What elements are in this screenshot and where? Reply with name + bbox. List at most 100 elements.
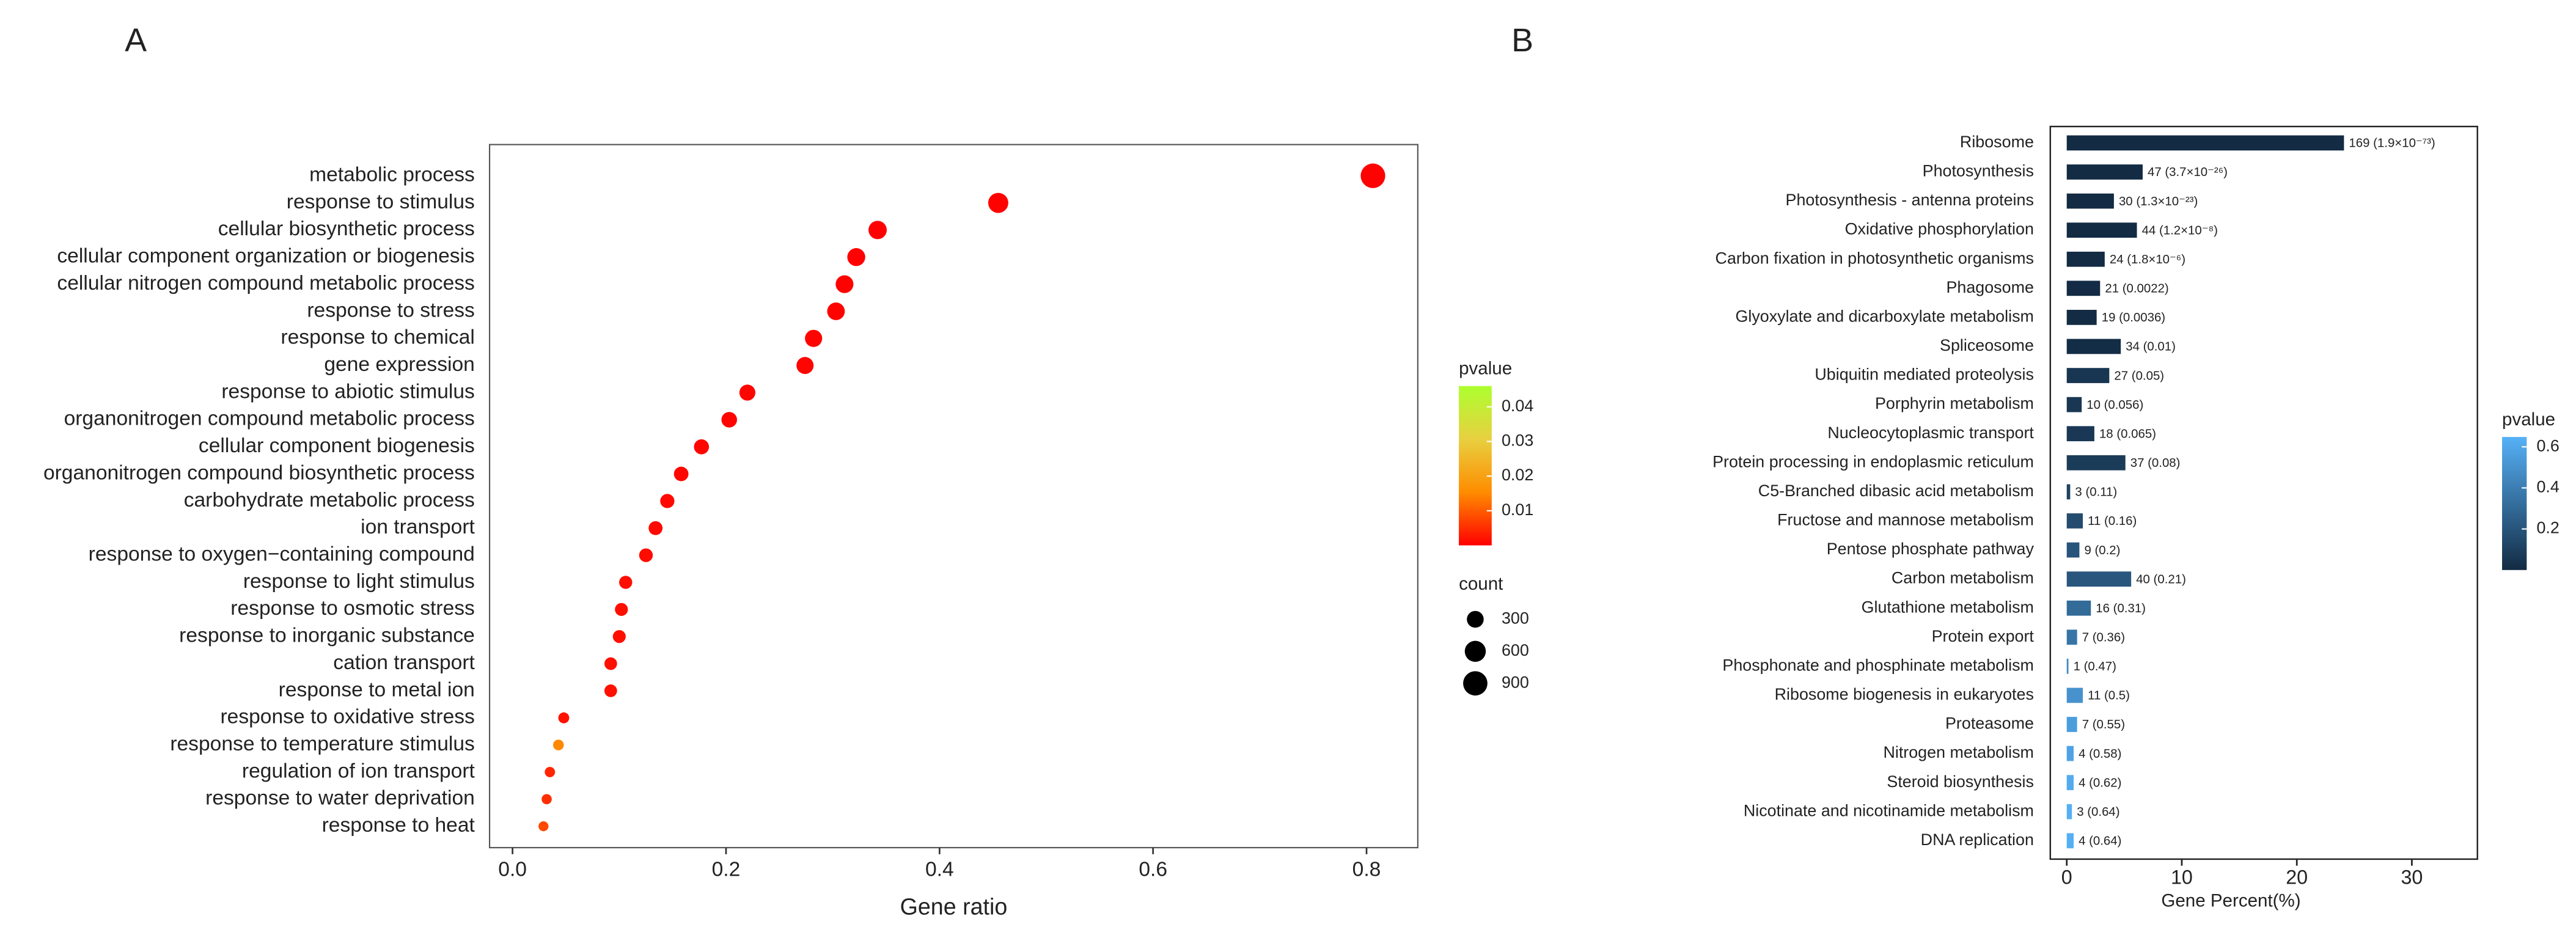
y-tick-label: Porphyrin metabolism	[1875, 394, 2034, 412]
y-tick-label: DNA replication	[1921, 830, 2034, 849]
point	[805, 329, 823, 347]
y-tick-label: Protein export	[1932, 627, 2035, 645]
bar-label: 27 (0.05)	[2114, 369, 2164, 383]
point	[868, 221, 887, 240]
bar	[2066, 135, 2344, 151]
bar	[2066, 629, 2077, 645]
y-tick-label: Ribosome	[1960, 133, 2034, 151]
bar-label: 7 (0.55)	[2082, 718, 2125, 731]
point	[552, 739, 564, 750]
colorbar-tick-label: 0.01	[1502, 500, 1533, 519]
y-tick-label: Photosynthesis	[1923, 162, 2034, 180]
bar-label: 10 (0.056)	[2086, 398, 2143, 412]
y-tick-label: response to stress	[307, 299, 474, 321]
bar-label: 24 (1.8×10⁻⁶)	[2110, 253, 2185, 266]
colorbar-tick-label: 0.2	[2536, 519, 2559, 537]
colorbar-tick-label: 0.04	[1502, 397, 1533, 415]
y-tick-label: Oxidative phosphorylation	[1845, 220, 2034, 238]
y-tick-label: Ribosome biogenesis in eukaryotes	[1775, 685, 2034, 703]
bar	[2066, 658, 2069, 674]
legend-label: 900	[1502, 673, 1529, 691]
plot-frame	[2049, 125, 2478, 860]
panel-label: A	[125, 22, 147, 59]
bar	[2066, 513, 2083, 529]
bar	[2066, 746, 2074, 761]
y-tick-label: Glutathione metabolism	[1862, 598, 2034, 616]
bar-label: 47 (3.7×10⁻²⁶)	[2148, 166, 2228, 179]
bar	[2066, 397, 2082, 412]
point	[796, 357, 814, 375]
y-tick-label: response to stimulus	[287, 191, 475, 213]
bar	[2066, 687, 2083, 703]
bar	[2066, 222, 2137, 238]
bar-label: 4 (0.64)	[2079, 835, 2121, 848]
bar-label: 1 (0.47)	[2074, 660, 2116, 673]
bar-label: 3 (0.11)	[2075, 486, 2117, 499]
point	[619, 576, 633, 589]
point	[541, 794, 552, 805]
y-tick-label: gene expression	[324, 353, 475, 376]
y-tick-label: Glyoxylate and dicarboxylate metabolism	[1735, 307, 2033, 325]
x-tick-label: 10	[2171, 867, 2193, 889]
colorbar-tick-label: 0.6	[2536, 436, 2559, 455]
y-tick-label: C5-Branched dibasic acid metabolism	[1758, 482, 2034, 500]
point	[1360, 163, 1385, 188]
legend-title: pvalue	[2502, 409, 2555, 430]
y-tick-label: Proteasome	[1945, 714, 2034, 733]
point	[639, 548, 653, 562]
y-tick-label: response to osmotic stress	[230, 597, 475, 620]
x-tick-label: 30	[2401, 867, 2423, 889]
y-tick-label: cellular component organization or bioge…	[57, 245, 475, 268]
bar-label: 44 (1.2×10⁻⁸)	[2142, 224, 2218, 237]
y-tick-label: cation transport	[333, 651, 475, 674]
x-tick-label: 0.6	[1139, 859, 1167, 881]
y-tick-label: Fructose and mannose metabolism	[1777, 511, 2034, 529]
point	[694, 439, 710, 455]
bar	[2066, 571, 2132, 587]
bar	[2066, 775, 2074, 791]
point	[827, 302, 845, 320]
y-tick-label: ion transport	[361, 516, 475, 538]
point	[604, 684, 617, 697]
point	[660, 494, 675, 508]
y-tick-label: Spliceosome	[1940, 336, 2034, 354]
y-tick-label: Carbon metabolism	[1892, 569, 2034, 587]
bar	[2066, 426, 2094, 442]
y-tick-label: response to light stimulus	[243, 570, 475, 593]
y-tick-label: Phosphonate and phosphinate metabolism	[1722, 656, 2034, 674]
bar	[2066, 251, 2105, 267]
point	[673, 466, 689, 482]
bar	[2066, 717, 2077, 732]
bar-label: 30 (1.3×10⁻²³)	[2119, 195, 2198, 208]
bar	[2066, 804, 2072, 819]
point	[615, 603, 628, 616]
point	[648, 521, 663, 535]
bar-label: 18 (0.065)	[2099, 427, 2156, 441]
colorbar	[1459, 386, 1492, 546]
y-tick-label: Protein processing in endoplasmic reticu…	[1712, 452, 2034, 471]
y-tick-label: Nicotinate and nicotinamide metabolism	[1744, 801, 2034, 819]
point	[847, 248, 865, 266]
legend-size-key	[1467, 610, 1484, 628]
point	[835, 275, 854, 293]
bar-label: 169 (1.9×10⁻⁷³)	[2349, 137, 2435, 150]
bar-label: 4 (0.62)	[2079, 776, 2121, 790]
y-tick-label: response to chemical	[281, 326, 474, 349]
y-tick-label: response to metal ion	[279, 678, 475, 701]
point	[988, 192, 1008, 213]
bar-label: 19 (0.0036)	[2102, 311, 2165, 324]
legend-size-key	[1464, 640, 1486, 662]
legend-label: 300	[1502, 609, 1529, 628]
bar-label: 37 (0.08)	[2130, 456, 2181, 470]
y-tick-label: response to oxygen−containing compound	[89, 543, 475, 566]
colorbar	[2502, 437, 2527, 570]
y-tick-label: response to abiotic stimulus	[221, 380, 475, 403]
bar	[2066, 600, 2091, 616]
y-tick-label: regulation of ion transport	[242, 760, 475, 782]
colorbar-tick-label: 0.03	[1502, 431, 1533, 450]
x-tick-label: 20	[2286, 867, 2308, 889]
panel-label: B	[1511, 22, 1533, 59]
y-tick-label: Pentose phosphate pathway	[1827, 540, 2035, 558]
bar-label: 11 (0.16)	[2088, 515, 2137, 528]
y-tick-label: cellular nitrogen compound metabolic pro…	[57, 272, 474, 295]
